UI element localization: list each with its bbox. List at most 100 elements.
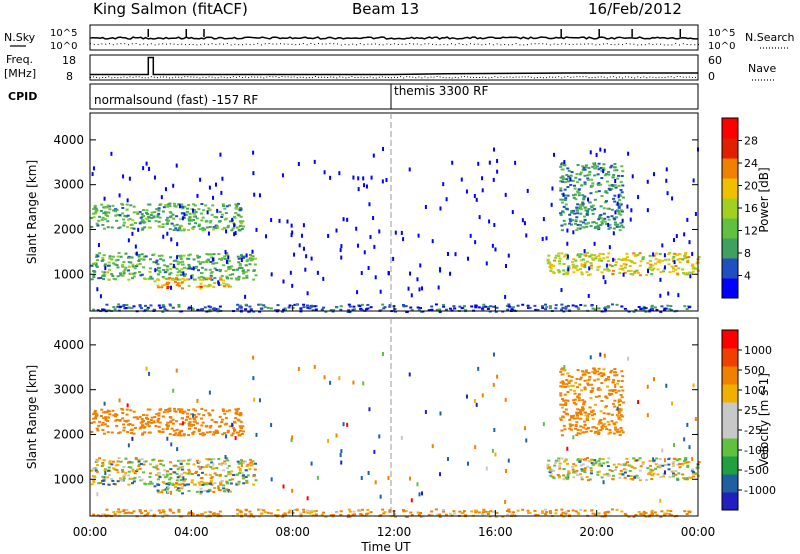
velocity-cell <box>180 486 184 489</box>
velocity-cell <box>170 427 174 430</box>
velocity-cell <box>452 510 456 513</box>
nave-point <box>90 76 91 78</box>
velocity-cell <box>173 471 177 474</box>
power-cell <box>293 303 297 306</box>
velocity-cell <box>235 412 239 415</box>
velocity-cell <box>668 513 672 516</box>
power-cell <box>212 253 216 256</box>
velocity-cell <box>477 511 481 514</box>
power-cell <box>148 166 151 171</box>
velocity-cell <box>122 426 126 429</box>
noise-search-point <box>264 43 266 45</box>
power-cell <box>579 212 583 215</box>
velocity-cell <box>108 413 112 416</box>
power-cell <box>163 308 167 311</box>
velocity-cell <box>421 515 425 518</box>
velocity-cell <box>120 479 124 482</box>
velocity-cell <box>118 419 122 422</box>
velocity-cell <box>596 378 600 381</box>
power-cell <box>671 196 674 201</box>
velocity-cell <box>182 421 186 424</box>
power-cell <box>404 305 408 308</box>
power-cell <box>495 306 499 309</box>
velocity-cell <box>231 422 234 427</box>
nave-point <box>485 76 487 78</box>
velocity-cell <box>491 448 494 453</box>
velocity-cell <box>506 513 510 516</box>
power-cell <box>102 308 106 311</box>
noise-traces <box>89 29 699 46</box>
velocity-cell <box>576 458 580 461</box>
velocity-cell <box>627 356 630 361</box>
frequency-trace <box>90 56 698 76</box>
power-cell <box>665 178 668 183</box>
power-cell <box>597 228 601 231</box>
velocity-cell <box>574 427 578 430</box>
power-cell <box>597 307 601 310</box>
velocity-cell <box>242 474 246 477</box>
power-cell <box>575 216 579 219</box>
power-cell <box>602 169 605 174</box>
power-cell <box>691 251 694 256</box>
power-cell <box>542 217 545 222</box>
nave-point <box>409 76 411 78</box>
power-cell <box>219 152 222 157</box>
power-cell <box>691 270 695 273</box>
power-cell <box>184 213 188 216</box>
velocity-cell <box>188 458 192 461</box>
velocity-cell <box>643 512 647 515</box>
power-cell <box>571 263 575 266</box>
velocity-cell <box>562 478 566 481</box>
velocity-cell <box>157 484 161 487</box>
velocity-cell <box>146 408 150 411</box>
power-cell <box>610 188 614 191</box>
velocity-cell <box>122 477 126 480</box>
velocity-cell <box>126 419 130 422</box>
velocity-cell <box>158 511 162 514</box>
velocity-cell <box>335 433 338 438</box>
power-cell <box>179 254 183 257</box>
power-cell <box>382 307 386 310</box>
power-cell <box>218 220 222 223</box>
power-cell <box>235 206 239 209</box>
velocity-cell <box>597 459 601 462</box>
power-cell <box>298 243 301 248</box>
noise-search-point <box>698 43 699 45</box>
power-cell <box>683 305 687 308</box>
velocity-cell <box>608 428 612 431</box>
velocity-cell <box>564 408 568 411</box>
power-cell <box>629 269 633 272</box>
power-cell <box>235 268 239 271</box>
velocity-cell <box>629 474 633 477</box>
velocity-cell <box>346 422 349 427</box>
velocity-cell <box>605 461 609 464</box>
velocity-cell <box>603 422 607 425</box>
velocity-cell <box>199 417 203 420</box>
nave-point <box>138 76 140 78</box>
power-cell <box>197 223 201 226</box>
power-cell <box>672 255 676 258</box>
beam-label: Beam 13 <box>352 0 419 18</box>
velocity-cell <box>236 508 240 511</box>
nave-point <box>308 76 310 78</box>
nave-point <box>691 77 693 79</box>
power-cell <box>473 193 476 198</box>
velocity-cell <box>686 422 689 427</box>
velocity-cell <box>187 468 191 471</box>
velocity-cell <box>192 463 196 466</box>
nave-point <box>153 76 155 78</box>
velocity-cell <box>562 424 566 427</box>
power-cell <box>340 244 343 249</box>
velocity-cell <box>187 512 191 515</box>
velocity-cell <box>663 470 666 475</box>
velocity-cell <box>583 388 587 391</box>
power-cell <box>302 246 305 251</box>
velocity-cell <box>157 412 161 415</box>
power-cell <box>163 271 167 274</box>
power-cell <box>338 171 341 176</box>
power-cell <box>617 174 621 177</box>
power-cell <box>108 257 112 260</box>
power-cell <box>589 150 592 155</box>
velocity-cell <box>168 410 172 413</box>
power-cell <box>646 262 650 265</box>
